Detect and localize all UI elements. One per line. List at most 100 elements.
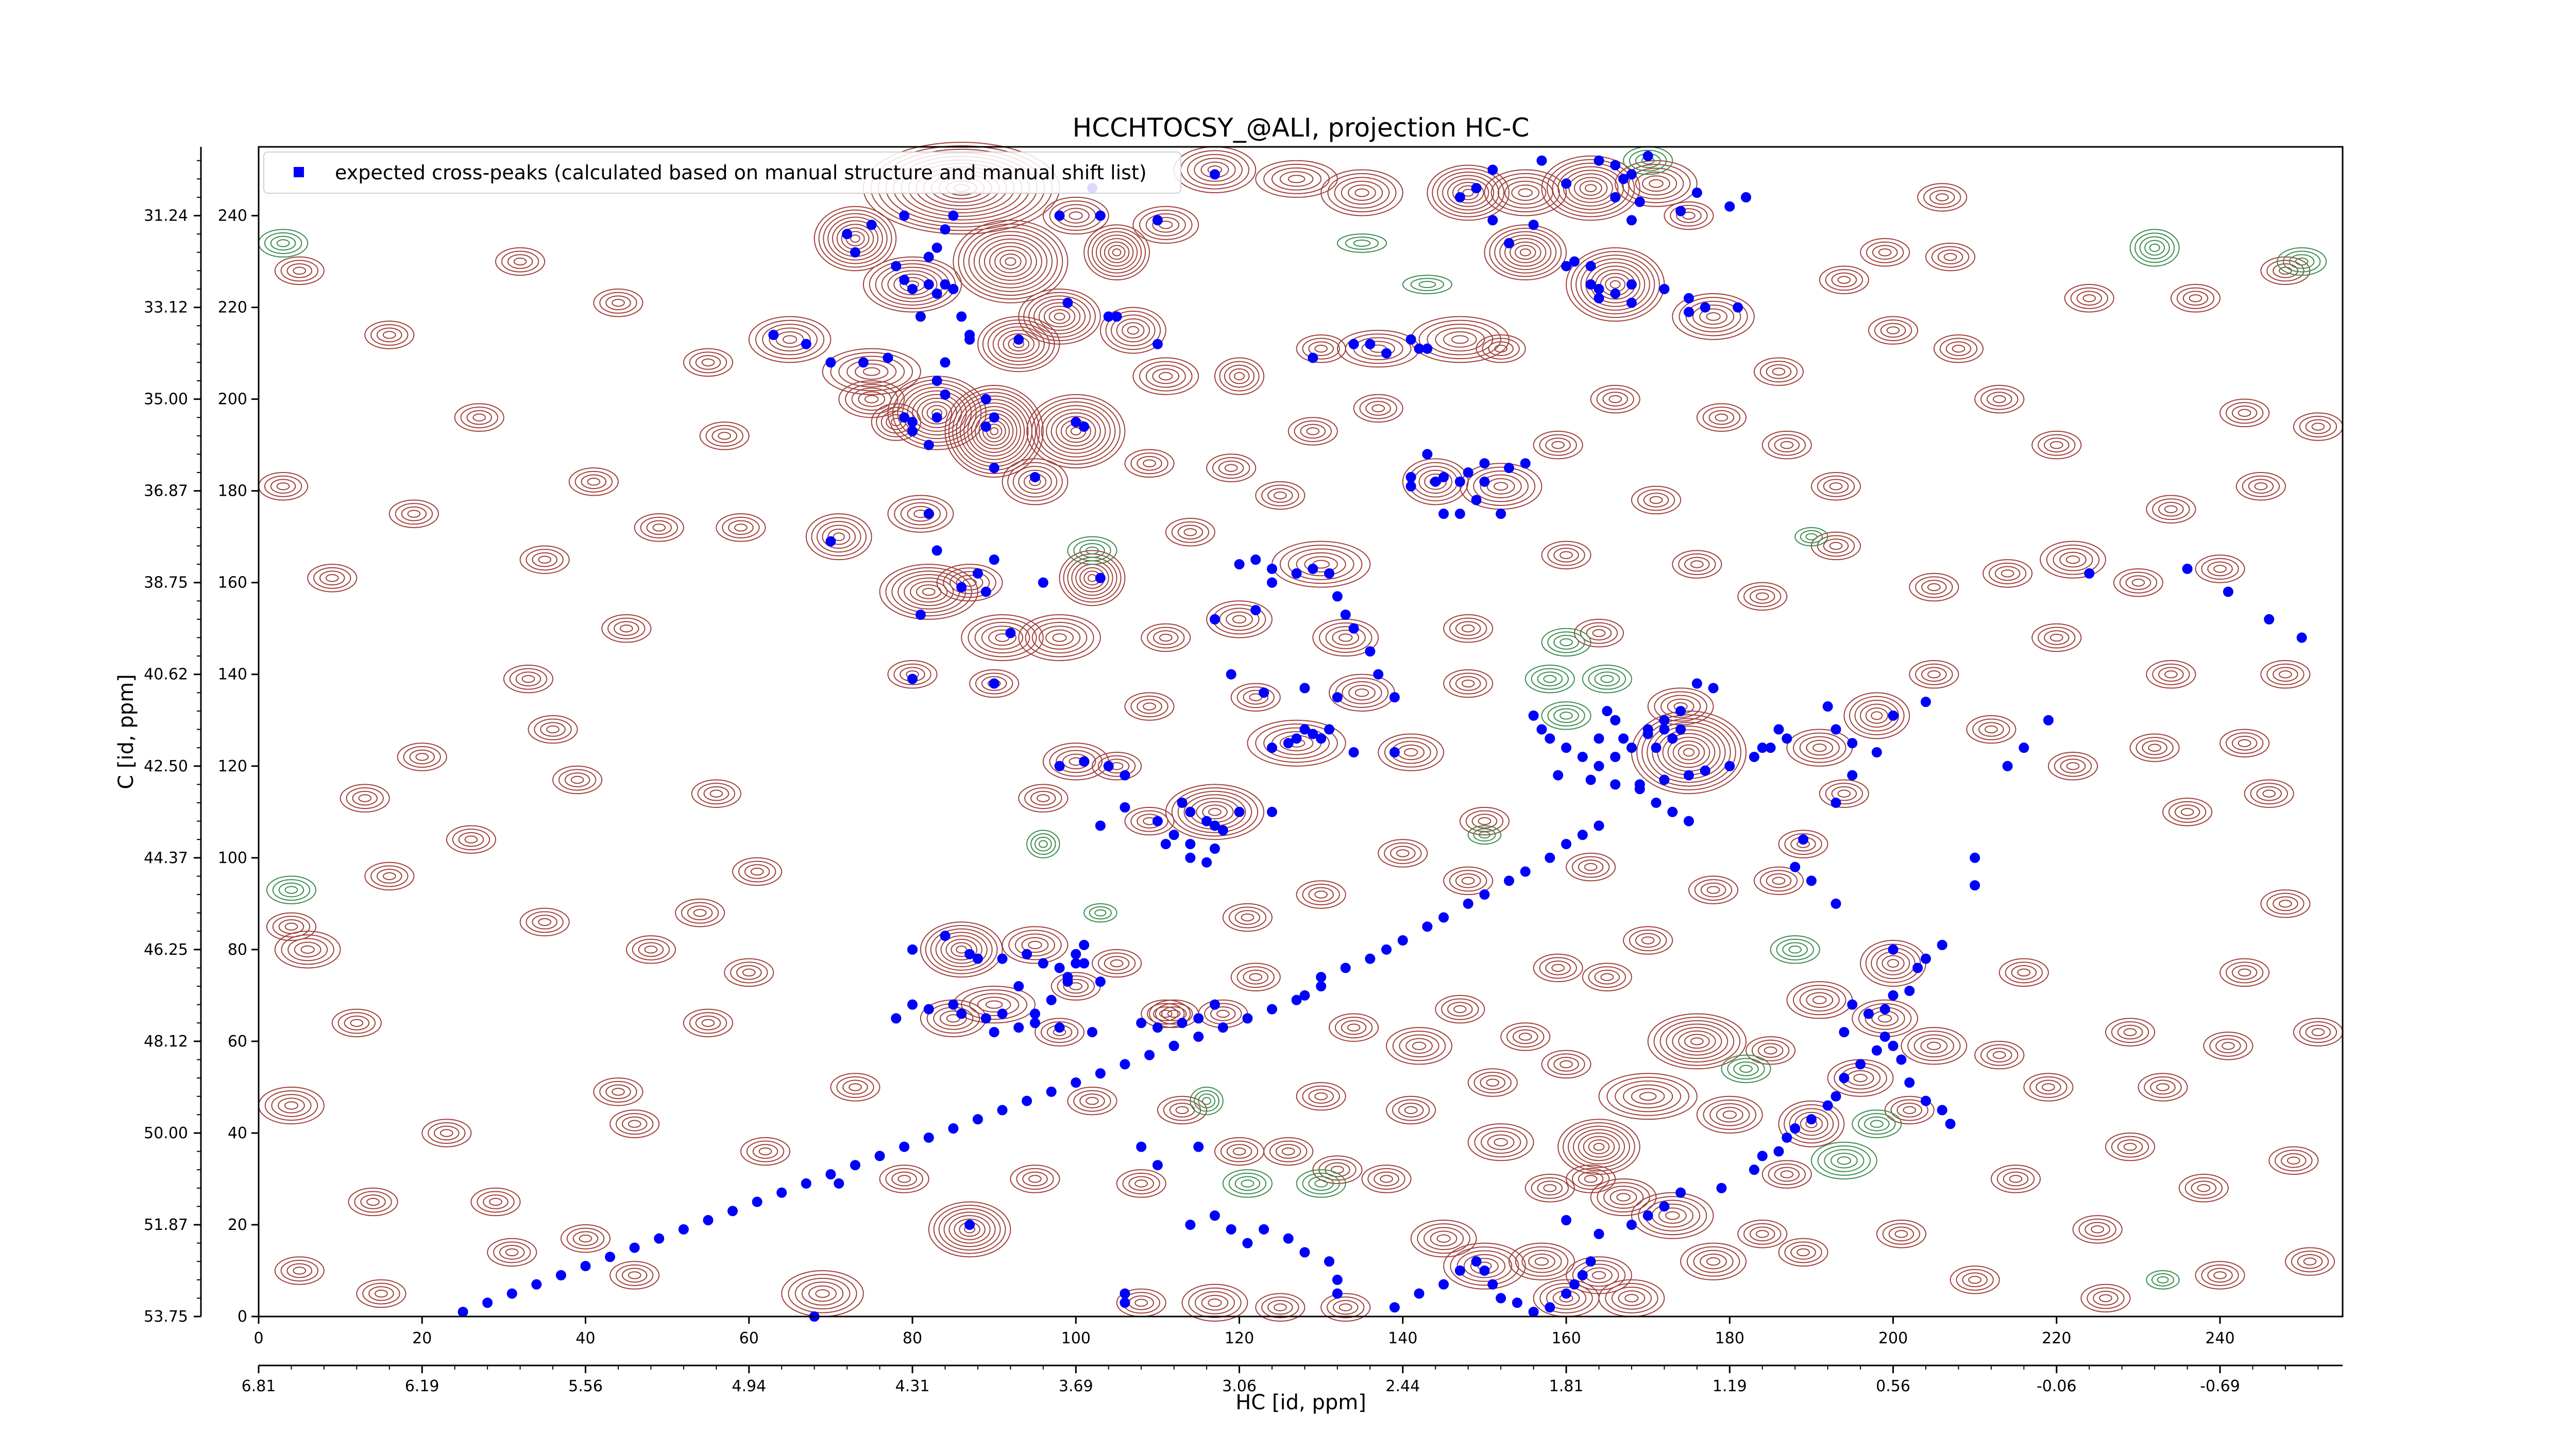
cross-peak-marker bbox=[1487, 164, 1498, 175]
positive-contour-peak-ring bbox=[1672, 293, 1755, 340]
positive-contour-peak bbox=[2235, 472, 2286, 501]
positive-contour-peak bbox=[2105, 1132, 2156, 1161]
positive-contour-peak-ring bbox=[1132, 357, 1199, 395]
positive-contour-peak bbox=[1083, 224, 1150, 281]
cross-peak-marker bbox=[1904, 985, 1915, 996]
positive-contour-peak-ring bbox=[1127, 326, 1139, 335]
positive-contour-peak-ring bbox=[2138, 1073, 2188, 1102]
positive-contour-peak-ring bbox=[1095, 234, 1138, 271]
cross-peak-markers bbox=[457, 150, 2307, 1322]
x-tick-label: 80 bbox=[903, 1329, 922, 1347]
positive-contour-peak-ring bbox=[1083, 224, 1150, 281]
positive-contour-peak-ring bbox=[1629, 930, 1667, 952]
cross-peak-marker bbox=[891, 1013, 902, 1024]
cross-peak-marker bbox=[1152, 215, 1163, 226]
positive-contour-peak-ring bbox=[1134, 1298, 1148, 1307]
positive-contour-peak-ring bbox=[1672, 1027, 1722, 1056]
positive-contour-peak-ring bbox=[375, 1289, 388, 1298]
positive-contour-peak-ring bbox=[722, 516, 760, 538]
cross-peak-marker bbox=[678, 1224, 689, 1235]
positive-contour-peak-ring bbox=[1876, 1220, 1927, 1248]
positive-contour-peak-ring bbox=[1672, 550, 1722, 579]
positive-contour-peak-ring bbox=[1635, 171, 1677, 196]
positive-contour-peak-ring bbox=[1294, 420, 1332, 442]
x-ppm-tick-label: 1.81 bbox=[1549, 1377, 1584, 1395]
negative-contour-peak-ring bbox=[2149, 243, 2160, 252]
positive-contour-peak-ring bbox=[1327, 173, 1397, 213]
positive-contour-peak bbox=[1598, 1073, 1698, 1120]
positive-contour-peak-ring bbox=[1766, 364, 1792, 379]
positive-contour-peak-ring bbox=[2174, 804, 2200, 820]
positive-contour-peak bbox=[1132, 357, 1199, 395]
positive-contour-peak-ring bbox=[1418, 469, 1452, 494]
x-axis-index: 0 20 40 60 80 100 120 140 160 180 200 220 240 bbox=[253, 1317, 2235, 1347]
negative-contour-peak-ring bbox=[2144, 240, 2165, 256]
positive-contour-peak-ring bbox=[1716, 1107, 1743, 1123]
cross-peak-marker bbox=[1348, 747, 1359, 758]
cross-peak-marker bbox=[1079, 756, 1090, 767]
cross-peak-marker bbox=[1594, 155, 1604, 166]
positive-contour-peak-ring bbox=[350, 1019, 364, 1027]
negative-contour-peak-ring bbox=[1770, 935, 1820, 964]
cross-peak-marker bbox=[1594, 761, 1604, 771]
positive-contour-peak-ring bbox=[2117, 1024, 2143, 1040]
positive-contour-peak-ring bbox=[1618, 1290, 1646, 1306]
cross-peak-marker bbox=[1259, 1224, 1269, 1235]
positive-contour-peak-ring bbox=[1086, 1096, 1099, 1105]
cross-peak-marker bbox=[850, 1160, 860, 1171]
positive-contour-peak-ring bbox=[1909, 660, 1959, 689]
positive-contour-peak-ring bbox=[1799, 988, 1840, 1012]
cross-peak-marker bbox=[1610, 192, 1621, 203]
positive-contour-peak-ring bbox=[1279, 544, 1363, 584]
positive-contour-peak-ring bbox=[1789, 1108, 1834, 1140]
cross-peak-marker bbox=[1921, 953, 1931, 964]
positive-contour-peak-ring bbox=[2158, 501, 2184, 517]
positive-contour-peak-ring bbox=[969, 993, 1020, 1017]
positive-contour-peak-ring bbox=[2131, 579, 2145, 587]
positive-contour-peak-ring bbox=[284, 922, 298, 931]
positive-contour-peak-ring bbox=[2215, 1038, 2241, 1054]
positive-contour-peak bbox=[1778, 830, 1828, 858]
positive-contour-peak-ring bbox=[1566, 1165, 1616, 1193]
positive-contour-peak-ring bbox=[1665, 1211, 1680, 1220]
positive-contour-peak-ring bbox=[1348, 685, 1376, 701]
positive-contour-peak-ring bbox=[1515, 1246, 1569, 1277]
positive-contour-peak bbox=[1165, 784, 1265, 840]
positive-contour-peak bbox=[1484, 224, 1567, 281]
cross-peak-marker bbox=[923, 509, 934, 519]
positive-contour-peak-ring bbox=[1635, 933, 1661, 948]
negative-contour-peak-ring bbox=[1198, 1093, 1215, 1108]
positive-contour-peak-ring bbox=[278, 919, 304, 934]
positive-contour-peak-ring bbox=[2060, 758, 2086, 774]
positive-contour-peak bbox=[1819, 779, 1869, 808]
cross-peak-marker bbox=[1847, 738, 1858, 749]
positive-contour-peak-ring bbox=[1042, 196, 1109, 235]
positive-contour-peak-ring bbox=[1226, 1144, 1252, 1159]
positive-contour-peak-ring bbox=[1541, 541, 1591, 569]
negative-contour-peak-ring bbox=[1870, 1120, 1884, 1128]
positive-contour-peak-ring bbox=[1474, 1127, 1528, 1158]
positive-contour-peak-ring bbox=[900, 502, 941, 526]
y-ppm-tick-label: 44.37 bbox=[144, 849, 188, 867]
positive-contour-peak bbox=[1230, 683, 1281, 712]
positive-contour-peak bbox=[1582, 963, 1632, 991]
positive-contour-peak-ring bbox=[1031, 397, 1121, 465]
positive-contour-peak-ring bbox=[1759, 870, 1798, 892]
positive-contour-peak-ring bbox=[377, 869, 402, 884]
positive-contour-peak-ring bbox=[1915, 663, 1953, 685]
cross-peak-marker bbox=[1373, 669, 1384, 680]
cross-peak-marker bbox=[1013, 334, 1024, 345]
positive-contour-peak-ring bbox=[1784, 1104, 1839, 1144]
positive-contour-peak bbox=[683, 1008, 734, 1037]
cross-peak-marker bbox=[1691, 678, 1702, 689]
positive-contour-peak-ring bbox=[681, 902, 719, 924]
negative-contour-peak-ring bbox=[1034, 836, 1052, 852]
positive-contour-peak bbox=[1810, 472, 1861, 501]
positive-contour-peak-ring bbox=[286, 1263, 313, 1278]
positive-contour-peak-ring bbox=[1030, 790, 1056, 806]
positive-contour-peak-ring bbox=[1461, 876, 1475, 885]
positive-contour-peak-ring bbox=[1480, 1075, 1506, 1090]
positive-contour-peak bbox=[1876, 1220, 1927, 1248]
positive-contour-peak-ring bbox=[1236, 686, 1275, 708]
